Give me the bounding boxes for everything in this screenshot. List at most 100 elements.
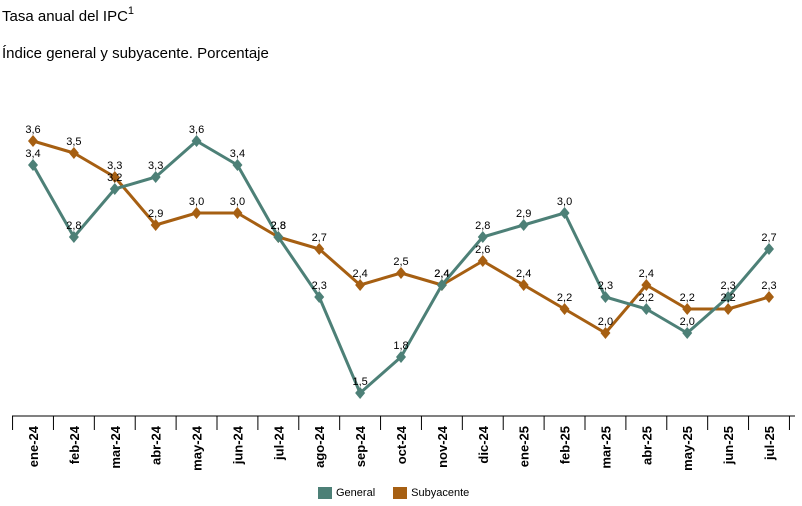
data-label-subyacente: 2,2 — [557, 292, 572, 304]
x-tick-label: jul-24 — [271, 425, 286, 461]
chart-title: Tasa anual del IPC1 — [2, 5, 135, 25]
data-point-general — [28, 159, 38, 171]
x-tick-label: mar-24 — [108, 425, 123, 468]
x-tick-label: feb-25 — [558, 426, 573, 464]
data-label-subyacente: 2,3 — [761, 280, 776, 292]
data-point-subyacente — [109, 171, 120, 183]
data-label-general: 3,6 — [189, 124, 204, 136]
data-label-general: 3,0 — [557, 196, 572, 208]
data-label-subyacente: 3,6 — [25, 124, 40, 136]
data-point-general — [150, 171, 161, 183]
data-label-general: 1,8 — [393, 340, 408, 352]
data-label-general: 3,4 — [25, 148, 40, 160]
legend-label-subyacente: Subyacente — [411, 487, 470, 499]
data-point-subyacente — [191, 207, 202, 219]
data-point-general — [723, 291, 734, 303]
x-tick-label: jul-25 — [762, 426, 777, 461]
data-point-subyacente — [764, 291, 774, 303]
x-tick-label: may-24 — [190, 425, 205, 471]
x-tick-label: ene-24 — [26, 425, 41, 467]
data-label-subyacente: 2,0 — [598, 316, 613, 328]
data-label-general: 2,0 — [680, 316, 695, 328]
data-point-subyacente — [682, 303, 693, 315]
data-label-subyacente: 2,4 — [434, 268, 449, 280]
data-label-general: 2,2 — [639, 292, 654, 304]
data-label-general: 2,8 — [271, 220, 286, 232]
data-point-subyacente — [314, 243, 325, 255]
data-point-subyacente — [723, 303, 734, 315]
data-point-subyacente — [518, 279, 529, 291]
data-label-general: 1,5 — [352, 376, 367, 388]
x-tick-label: abr-25 — [639, 426, 654, 465]
data-label-general: 3,2 — [107, 172, 122, 184]
x-tick-label: sep-24 — [353, 425, 368, 467]
legend-label-general: General — [336, 487, 376, 499]
data-point-general — [396, 351, 406, 363]
x-tick-label: dic-24 — [476, 425, 491, 463]
data-point-subyacente — [559, 303, 570, 315]
data-point-general — [600, 291, 611, 303]
data-point-general — [641, 303, 652, 315]
data-label-general: 3,4 — [230, 148, 245, 160]
data-label-subyacente: 3,5 — [66, 136, 81, 148]
data-point-general — [273, 231, 284, 243]
x-tick-label: ene-25 — [517, 426, 532, 467]
legend-swatch-subyacente — [393, 487, 408, 499]
data-label-subyacente: 2,8 — [271, 220, 286, 232]
data-point-subyacente — [477, 255, 488, 267]
data-point-subyacente — [150, 219, 161, 231]
x-tick-label: may-25 — [680, 426, 695, 471]
data-label-general: 2,3 — [312, 280, 327, 292]
data-label-general: 2,7 — [761, 232, 776, 244]
data-point-general — [436, 279, 447, 291]
legend-swatch-general — [318, 487, 332, 499]
x-tick-label: oct-24 — [394, 425, 409, 464]
data-point-general — [559, 207, 570, 219]
data-label-general: 2,8 — [66, 220, 81, 232]
data-point-general — [191, 135, 202, 147]
data-label-subyacente: 2,2 — [720, 292, 735, 304]
data-point-subyacente — [68, 147, 79, 159]
chart-title-footnote-mark: 1 — [127, 5, 135, 17]
x-tick-label: abr-24 — [149, 425, 164, 465]
data-label-subyacente: 2,9 — [148, 208, 163, 220]
data-point-subyacente — [232, 207, 243, 219]
data-label-subyacente: 3,3 — [107, 160, 122, 172]
data-label-general: 3,3 — [148, 160, 163, 172]
data-label-general: 2,4 — [434, 268, 449, 280]
series-line-subyacente — [32, 139, 770, 335]
data-label-subyacente: 2,5 — [393, 256, 408, 268]
data-label-subyacente: 2,6 — [475, 244, 490, 256]
data-point-subyacente — [396, 267, 406, 279]
data-point-general — [477, 231, 488, 243]
data-label-subyacente: 2,4 — [639, 268, 654, 280]
x-tick-label: ago-24 — [312, 425, 327, 468]
data-point-general — [232, 159, 243, 171]
data-label-subyacente: 3,0 — [189, 196, 204, 208]
data-label-general: 2,3 — [598, 280, 613, 292]
x-tick-label: jun-24 — [230, 425, 245, 465]
chart-subtitle: Índice general y subyacente. Porcentaje — [2, 45, 269, 62]
x-tick-label: nov-24 — [435, 425, 450, 468]
data-label-subyacente: 2,7 — [312, 232, 327, 244]
data-point-subyacente — [355, 279, 366, 291]
data-point-general — [682, 327, 693, 339]
data-label-subyacente: 3,0 — [230, 196, 245, 208]
data-point-general — [68, 231, 79, 243]
x-tick-label: jun-25 — [721, 426, 736, 465]
x-tick-label: mar-25 — [598, 426, 613, 469]
data-point-subyacente — [28, 135, 38, 147]
data-point-general — [355, 387, 366, 399]
data-point-general — [109, 183, 120, 195]
data-point-subyacente — [600, 327, 611, 339]
data-point-subyacente — [641, 279, 652, 291]
legend-item-subyacente[interactable]: Subyacente — [393, 487, 469, 499]
legend-item-general[interactable]: General — [318, 487, 375, 499]
data-label-general: 2,8 — [475, 220, 490, 232]
x-tick-label: feb-24 — [67, 425, 82, 464]
data-label-subyacente: 2,4 — [352, 268, 367, 280]
legend: General Subyacente — [318, 487, 487, 499]
data-label-general: 2,3 — [720, 280, 735, 292]
data-point-general — [764, 243, 774, 255]
